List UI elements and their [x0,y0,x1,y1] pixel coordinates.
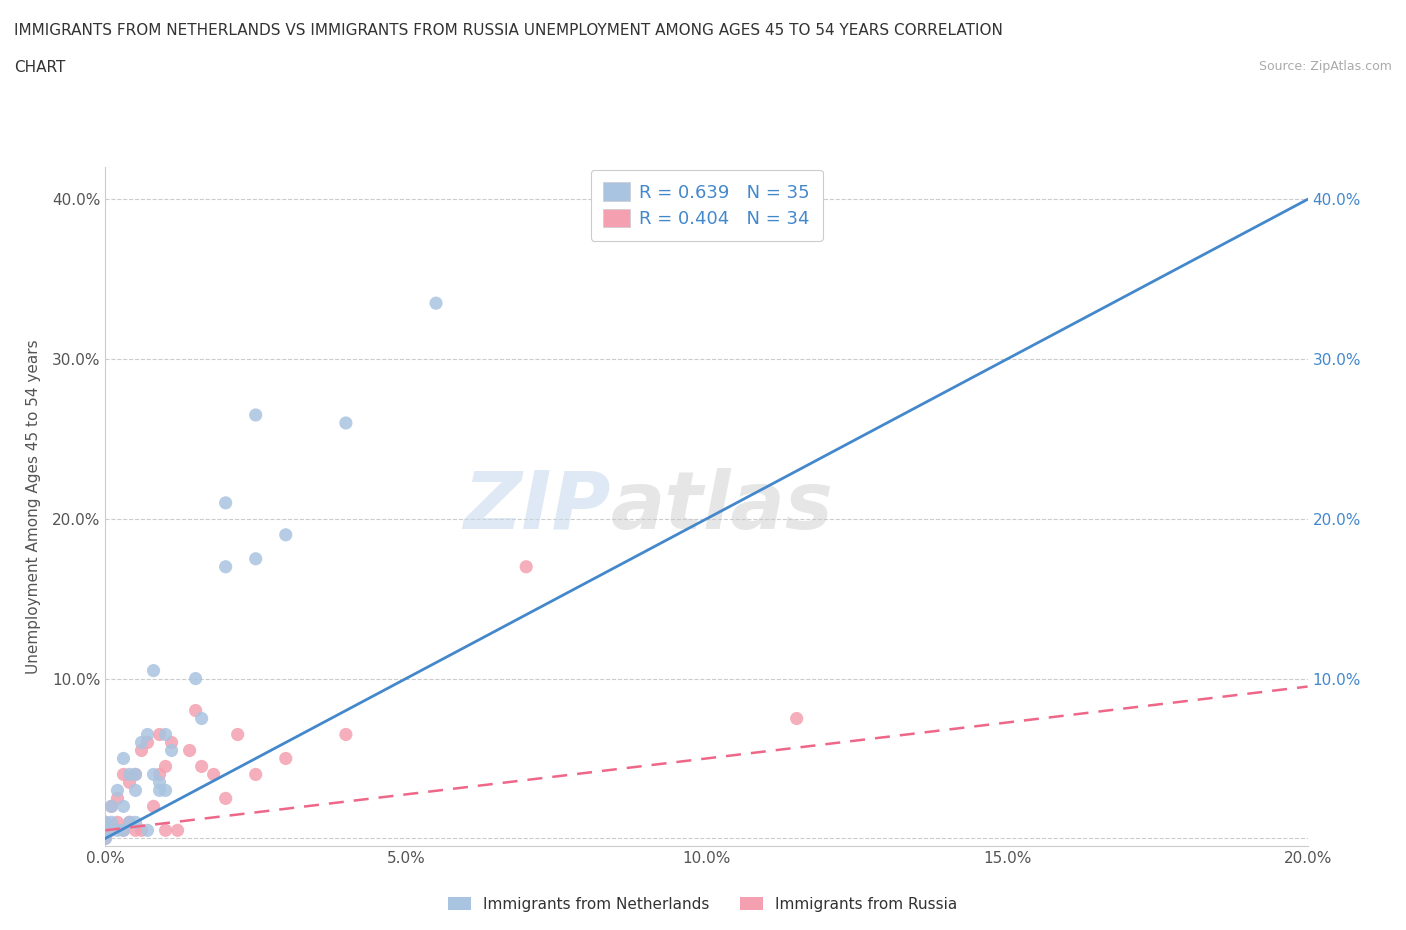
Point [94,815,117,830]
Point [142,799,165,814]
Point [94,815,117,830]
Point [124,783,146,798]
Point [274,751,297,766]
Point [155,727,177,742]
Point [148,783,170,798]
Point [226,727,249,742]
Point [124,767,146,782]
Point [184,703,207,718]
Point [136,823,159,838]
Point [131,743,153,758]
Point [245,407,267,422]
Point [148,775,170,790]
Point [190,711,212,726]
Point [142,767,165,782]
Point [94,823,117,838]
Point [118,815,141,830]
Point [142,663,165,678]
Point [148,727,170,742]
Point [155,783,177,798]
Legend: Immigrants from Netherlands, Immigrants from Russia: Immigrants from Netherlands, Immigrants … [441,890,965,918]
Point [124,815,146,830]
Point [166,823,188,838]
Point [94,830,117,845]
Point [160,735,183,750]
Point [107,790,129,805]
Point [107,823,129,838]
Point [160,743,183,758]
Point [665,192,688,206]
Point [100,799,122,814]
Point [112,767,135,782]
Point [245,551,267,566]
Point [184,671,207,686]
Point [94,823,117,838]
Point [94,830,117,845]
Point [214,496,236,511]
Point [274,527,297,542]
Point [425,296,447,311]
Point [112,823,135,838]
Point [112,823,135,838]
Point [335,727,357,742]
Point [515,559,537,574]
Point [112,799,135,814]
Point [100,799,122,814]
Point [112,751,135,766]
Point [107,815,129,830]
Point [190,759,212,774]
Point [155,759,177,774]
Point [335,416,357,431]
Point [131,735,153,750]
Point [118,815,141,830]
Point [136,735,159,750]
Point [131,823,153,838]
Point [179,743,201,758]
Text: IMMIGRANTS FROM NETHERLANDS VS IMMIGRANTS FROM RUSSIA UNEMPLOYMENT AMONG AGES 45: IMMIGRANTS FROM NETHERLANDS VS IMMIGRANT… [14,23,1002,38]
Text: atlas: atlas [610,468,834,546]
Point [148,767,170,782]
Point [118,767,141,782]
Legend: R = 0.639   N = 35, R = 0.404   N = 34: R = 0.639 N = 35, R = 0.404 N = 34 [591,169,823,241]
Text: ZIP: ZIP [463,468,610,546]
Point [118,775,141,790]
Text: Source: ZipAtlas.com: Source: ZipAtlas.com [1258,60,1392,73]
Y-axis label: Unemployment Among Ages 45 to 54 years: Unemployment Among Ages 45 to 54 years [25,339,41,674]
Point [100,823,122,838]
Point [107,783,129,798]
Point [202,767,225,782]
Point [214,559,236,574]
Point [245,767,267,782]
Text: CHART: CHART [14,60,66,75]
Point [155,823,177,838]
Point [124,767,146,782]
Point [124,823,146,838]
Point [100,815,122,830]
Point [786,711,808,726]
Point [214,790,236,805]
Point [136,727,159,742]
